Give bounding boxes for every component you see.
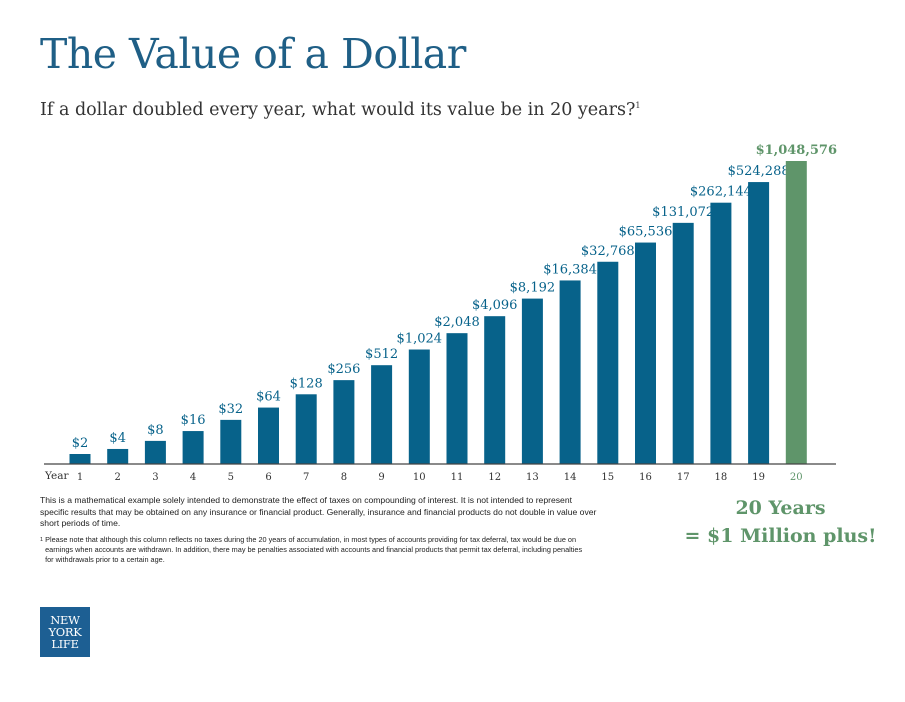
chart-title: The Value of a Dollar — [40, 30, 466, 78]
subtitle-text: If a dollar doubled every year, what wou… — [40, 100, 636, 120]
x-tick-label-8: 8 — [341, 472, 347, 483]
x-tick-label-9: 9 — [378, 472, 384, 483]
bar-value-label-18: $262,144 — [690, 185, 752, 200]
bar-year-12 — [484, 316, 506, 464]
bar-year-7 — [295, 394, 317, 464]
callout-line-2: = $1 Million plus! — [684, 525, 877, 547]
bar-value-label-14: $16,384 — [543, 262, 597, 277]
footnote: 1 Please note that although this column … — [40, 535, 600, 565]
bar-value-label-1: $2 — [72, 436, 89, 451]
bar-year-10 — [408, 349, 430, 464]
bar-value-label-19: $524,288 — [728, 164, 790, 179]
x-tick-label-5: 5 — [228, 472, 234, 483]
bar-value-label-3: $8 — [147, 423, 164, 438]
bar-year-20 — [785, 161, 807, 464]
bar-value-label-4: $16 — [181, 413, 206, 428]
bar-value-label-15: $32,768 — [581, 244, 635, 259]
footnote-text: Please note that although this column re… — [45, 535, 583, 564]
bar-year-1 — [69, 454, 91, 464]
bar-year-14 — [559, 280, 581, 464]
new-york-life-logo: NEW YORK LIFE — [40, 607, 90, 657]
bar-value-label-16: $65,536 — [619, 225, 673, 240]
bar-year-16 — [635, 242, 656, 464]
bar-value-label-12: $4,096 — [472, 298, 518, 313]
bar-year-2 — [107, 448, 129, 464]
bar-value-label-2: $4 — [109, 431, 126, 446]
bar-value-label-13: $8,192 — [510, 281, 556, 296]
callout-line-1: 20 Years — [735, 497, 826, 519]
bar-value-label-17: $131,072 — [652, 205, 714, 220]
x-tick-label-17: 17 — [677, 472, 690, 483]
subtitle-footnote-mark: 1 — [635, 101, 641, 111]
x-tick-label-10: 10 — [413, 472, 426, 483]
bar-year-6 — [258, 407, 279, 464]
x-tick-label-13: 13 — [526, 472, 539, 483]
bar-value-label-20: $1,048,576 — [756, 143, 837, 158]
bar-value-label-11: $2,048 — [434, 315, 480, 330]
x-tick-label-12: 12 — [488, 472, 501, 483]
x-tick-label-7: 7 — [303, 472, 309, 483]
chart-subtitle: If a dollar doubled every year, what wou… — [40, 100, 640, 120]
x-tick-label-19: 19 — [752, 472, 765, 483]
bar-value-label-7: $128 — [290, 376, 323, 391]
x-tick-label-3: 3 — [152, 472, 158, 483]
x-tick-label-16: 16 — [639, 472, 652, 483]
bar-year-5 — [220, 419, 242, 464]
bar-value-label-9: $512 — [365, 347, 398, 362]
x-axis-label: Year — [44, 470, 69, 482]
bar-year-3 — [144, 440, 166, 464]
x-tick-label-6: 6 — [265, 472, 271, 483]
x-tick-label-18: 18 — [715, 472, 728, 483]
bar-year-9 — [371, 365, 393, 464]
bar-year-11 — [446, 333, 468, 464]
x-tick-label-4: 4 — [190, 472, 196, 483]
bar-year-8 — [333, 380, 355, 464]
bar-value-label-8: $256 — [327, 362, 360, 377]
callout: 20 Years = $1 Million plus! — [678, 494, 883, 550]
bar-year-15 — [597, 261, 619, 464]
footnote-mark: 1 — [40, 537, 44, 543]
logo-line-1: NEW — [50, 613, 80, 627]
disclaimer-text: This is a mathematical example solely in… — [40, 495, 597, 528]
bar-year-18 — [710, 202, 732, 464]
bar-value-label-5: $32 — [218, 402, 243, 417]
bar-year-13 — [521, 298, 543, 464]
x-tick-label-15: 15 — [601, 472, 614, 483]
x-tick-label-11: 11 — [451, 472, 464, 483]
bar-value-label-6: $64 — [256, 390, 281, 405]
logo-line-3: LIFE — [51, 637, 79, 651]
bar-year-17 — [672, 222, 694, 464]
x-tick-label-2: 2 — [115, 472, 121, 483]
x-tick-label-14: 14 — [564, 472, 577, 483]
x-tick-label-20: 20 — [790, 472, 803, 483]
logo-line-2: YORK — [48, 625, 82, 639]
bar-year-19 — [748, 182, 770, 465]
x-tick-label-1: 1 — [77, 472, 83, 483]
bar-value-label-10: $1,024 — [397, 332, 443, 347]
bar-year-4 — [182, 431, 204, 464]
